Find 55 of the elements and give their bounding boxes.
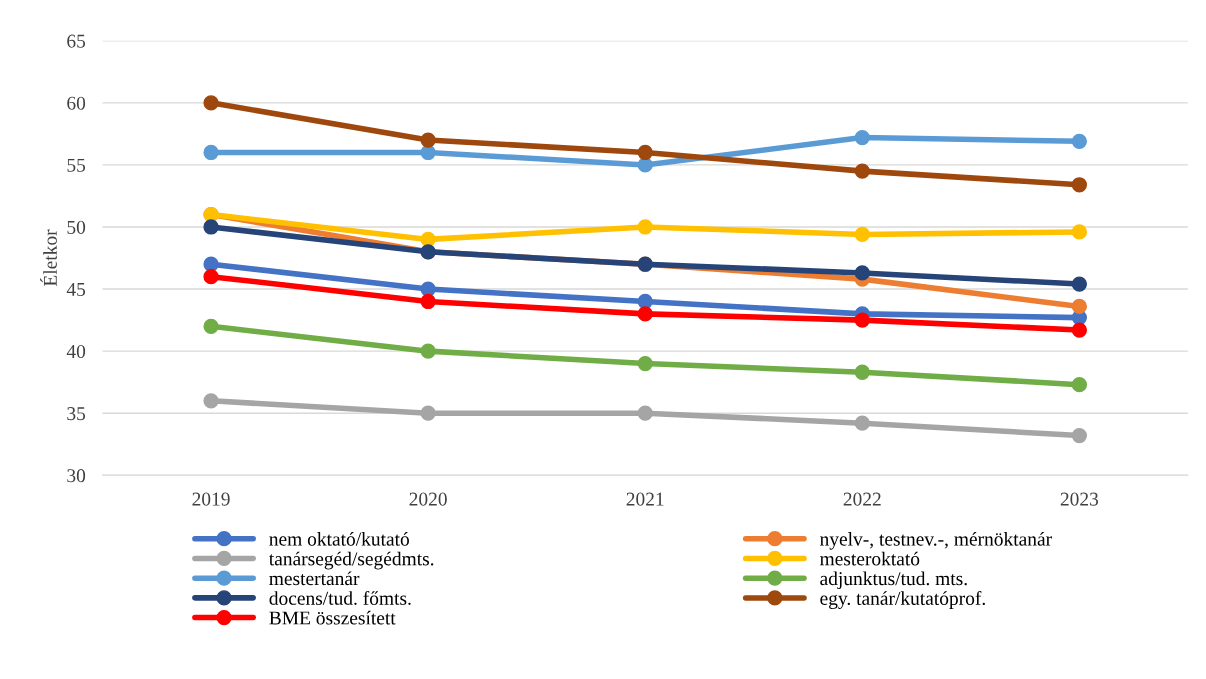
y-tick-label: 35	[67, 407, 86, 421]
point	[637, 306, 653, 322]
legend-label: nyelv-, testnev.-, mérnöktanár	[820, 532, 1052, 550]
legend-label: nem oktató/kutató	[269, 532, 409, 546]
x-tick-label: 2021	[626, 492, 664, 506]
y-tick-label: 40	[66, 344, 86, 359]
point	[1071, 224, 1088, 240]
legend-label: egy. tanár/kutatóprof.	[820, 591, 985, 609]
point	[1071, 177, 1088, 193]
y-tick-label: 45	[66, 283, 86, 296]
point	[854, 163, 870, 179]
legend-label: mestertanár	[269, 571, 360, 586]
point	[854, 265, 870, 281]
point	[203, 393, 219, 409]
point	[637, 405, 653, 421]
point	[1071, 322, 1088, 338]
point	[203, 318, 219, 334]
y-tick-label: 30	[67, 469, 86, 483]
legend-label: docens/tud. főmts.	[269, 590, 411, 605]
point	[854, 226, 870, 243]
point	[420, 405, 436, 421]
y-axis-title: Életkor	[40, 229, 57, 287]
x-tick-label: 2023	[1060, 492, 1099, 506]
point	[1071, 133, 1088, 149]
point	[854, 312, 870, 328]
point	[420, 132, 436, 148]
x-tick-label: 2020	[409, 492, 447, 506]
legend-label: tanársegéd/segédmts.	[268, 551, 434, 570]
legend-label: mesteroktató	[819, 551, 920, 566]
point	[854, 129, 870, 146]
y-tick-label: 60	[67, 96, 86, 110]
point	[1071, 298, 1088, 315]
point	[203, 144, 219, 161]
point	[203, 269, 219, 285]
point	[854, 415, 870, 431]
point	[1071, 377, 1088, 393]
legend-label: BME összesített	[269, 610, 396, 625]
y-tick-label: 50	[67, 220, 86, 234]
y-tick-label: 55	[67, 158, 86, 172]
point	[203, 219, 219, 235]
point	[203, 95, 219, 111]
point	[637, 355, 653, 372]
legend-label: adjunktus/tud. mts.	[820, 571, 967, 590]
point	[1071, 427, 1088, 444]
x-tick-label: 2019	[192, 492, 230, 506]
point	[420, 144, 436, 161]
point	[1071, 276, 1088, 292]
x-tick-label: 2022	[843, 492, 881, 506]
point	[854, 364, 870, 380]
point	[637, 219, 653, 235]
y-tick-label: 65	[67, 34, 86, 48]
point	[420, 293, 436, 310]
point	[637, 293, 653, 310]
point	[420, 343, 436, 359]
point	[637, 144, 653, 161]
